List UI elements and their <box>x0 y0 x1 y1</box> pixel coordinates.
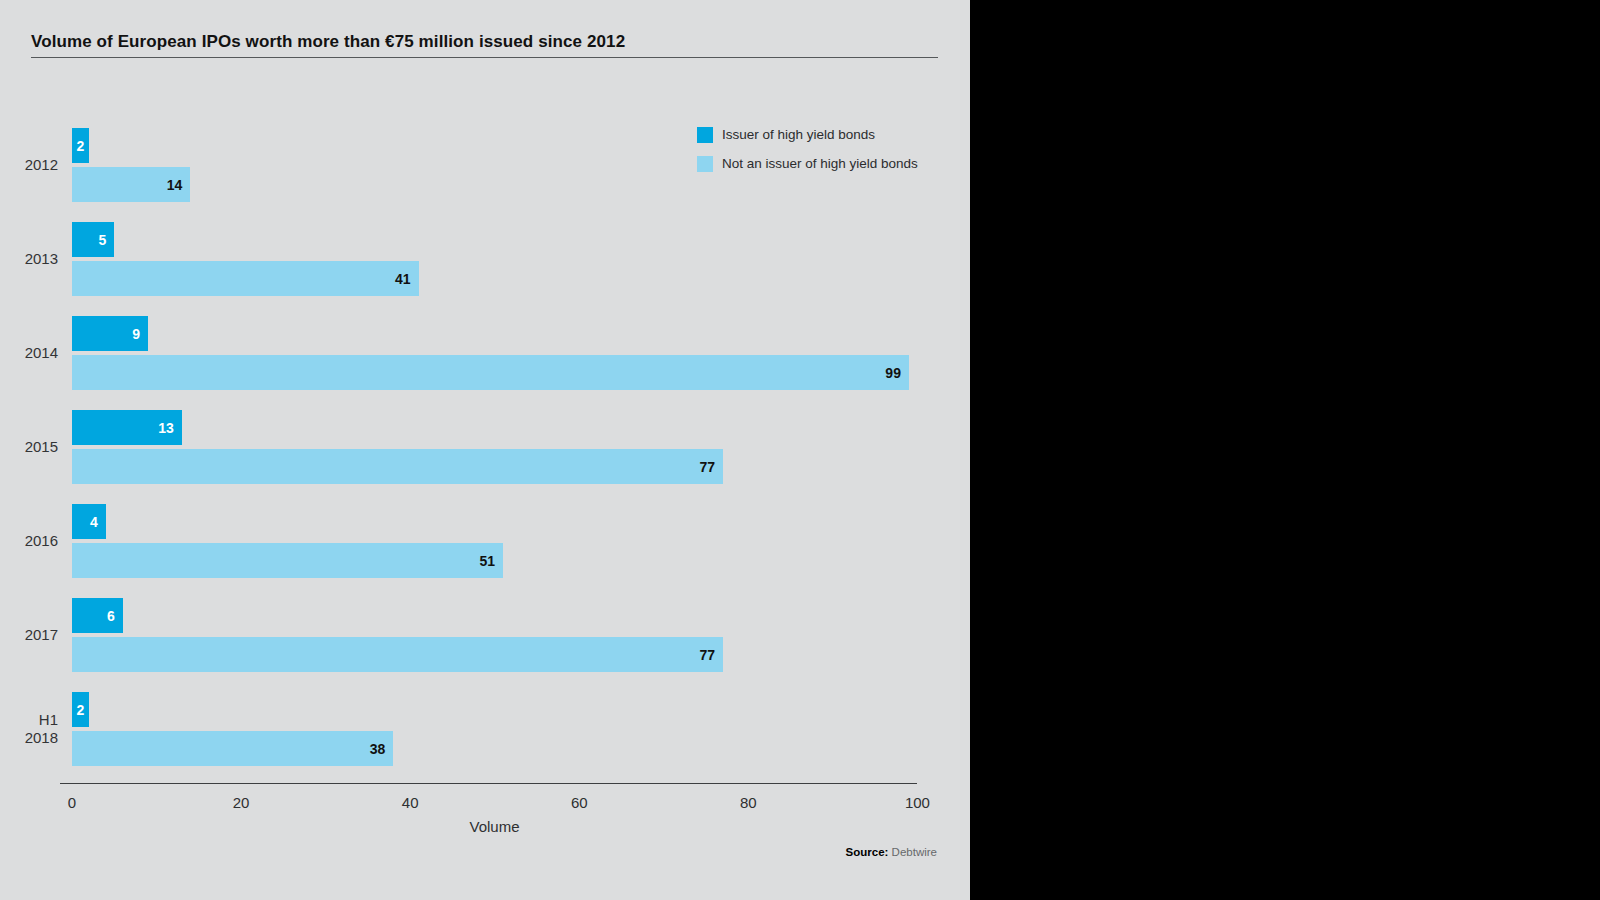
x-tick-label: 60 <box>554 794 604 811</box>
category-label: 2015 <box>0 438 58 456</box>
source-label: Source: <box>846 846 889 858</box>
x-tick-label: 0 <box>47 794 97 811</box>
bar-value-label: 9 <box>132 327 140 341</box>
x-axis-title: Volume <box>72 818 917 835</box>
bar-non-issuer: 77 <box>72 637 723 672</box>
bar-non-issuer: 51 <box>72 543 503 578</box>
chart-panel: Volume of European IPOs worth more than … <box>0 0 970 900</box>
bar-non-issuer: 99 <box>72 355 909 390</box>
category-label: 2012 <box>0 156 58 174</box>
bar-issuer: 5 <box>72 222 114 257</box>
category-label: H1 2018 <box>0 711 58 748</box>
x-axis-line <box>60 783 917 784</box>
bar-value-label: 5 <box>98 233 106 247</box>
bar-value-label: 13 <box>158 421 174 435</box>
bar-value-label: 14 <box>167 178 183 192</box>
bar-value-label: 38 <box>370 742 386 756</box>
bar-value-label: 99 <box>885 366 901 380</box>
bar-value-label: 77 <box>699 648 715 662</box>
bar-issuer: 4 <box>72 504 106 539</box>
bar-issuer: 6 <box>72 598 123 633</box>
bar-issuer: 13 <box>72 410 182 445</box>
bar-value-label: 4 <box>90 515 98 529</box>
source-note: Source: Debtwire <box>0 846 937 858</box>
bar-issuer: 2 <box>72 128 89 163</box>
bar-value-label: 2 <box>77 703 85 717</box>
bar-value-label: 77 <box>699 460 715 474</box>
bar-issuer: 2 <box>72 692 89 727</box>
source-value: Debtwire <box>892 846 937 858</box>
legend-item: Not an issuer of high yield bonds <box>697 156 918 172</box>
category-label: 2014 <box>0 344 58 362</box>
category-label: 2013 <box>0 250 58 268</box>
category-label: 2017 <box>0 626 58 644</box>
bar-value-label: 2 <box>77 139 85 153</box>
page: Volume of European IPOs worth more than … <box>0 0 1600 900</box>
x-tick-label: 80 <box>723 794 773 811</box>
bar-value-label: 6 <box>107 609 115 623</box>
legend-label: Not an issuer of high yield bonds <box>722 156 918 172</box>
bar-issuer: 9 <box>72 316 148 351</box>
legend-swatch-non-issuer <box>697 156 713 172</box>
bar-non-issuer: 38 <box>72 731 393 766</box>
bar-non-issuer: 41 <box>72 261 419 296</box>
x-tick-label: 100 <box>892 794 942 811</box>
legend: Issuer of high yield bonds Not an issuer … <box>697 127 918 185</box>
bar-value-label: 51 <box>480 554 496 568</box>
legend-item: Issuer of high yield bonds <box>697 127 918 143</box>
legend-swatch-issuer <box>697 127 713 143</box>
bar-non-issuer: 14 <box>72 167 190 202</box>
bar-value-label: 41 <box>395 272 411 286</box>
category-label: 2016 <box>0 532 58 550</box>
x-tick-label: 20 <box>216 794 266 811</box>
bar-non-issuer: 77 <box>72 449 723 484</box>
x-tick-label: 40 <box>385 794 435 811</box>
legend-label: Issuer of high yield bonds <box>722 127 875 143</box>
